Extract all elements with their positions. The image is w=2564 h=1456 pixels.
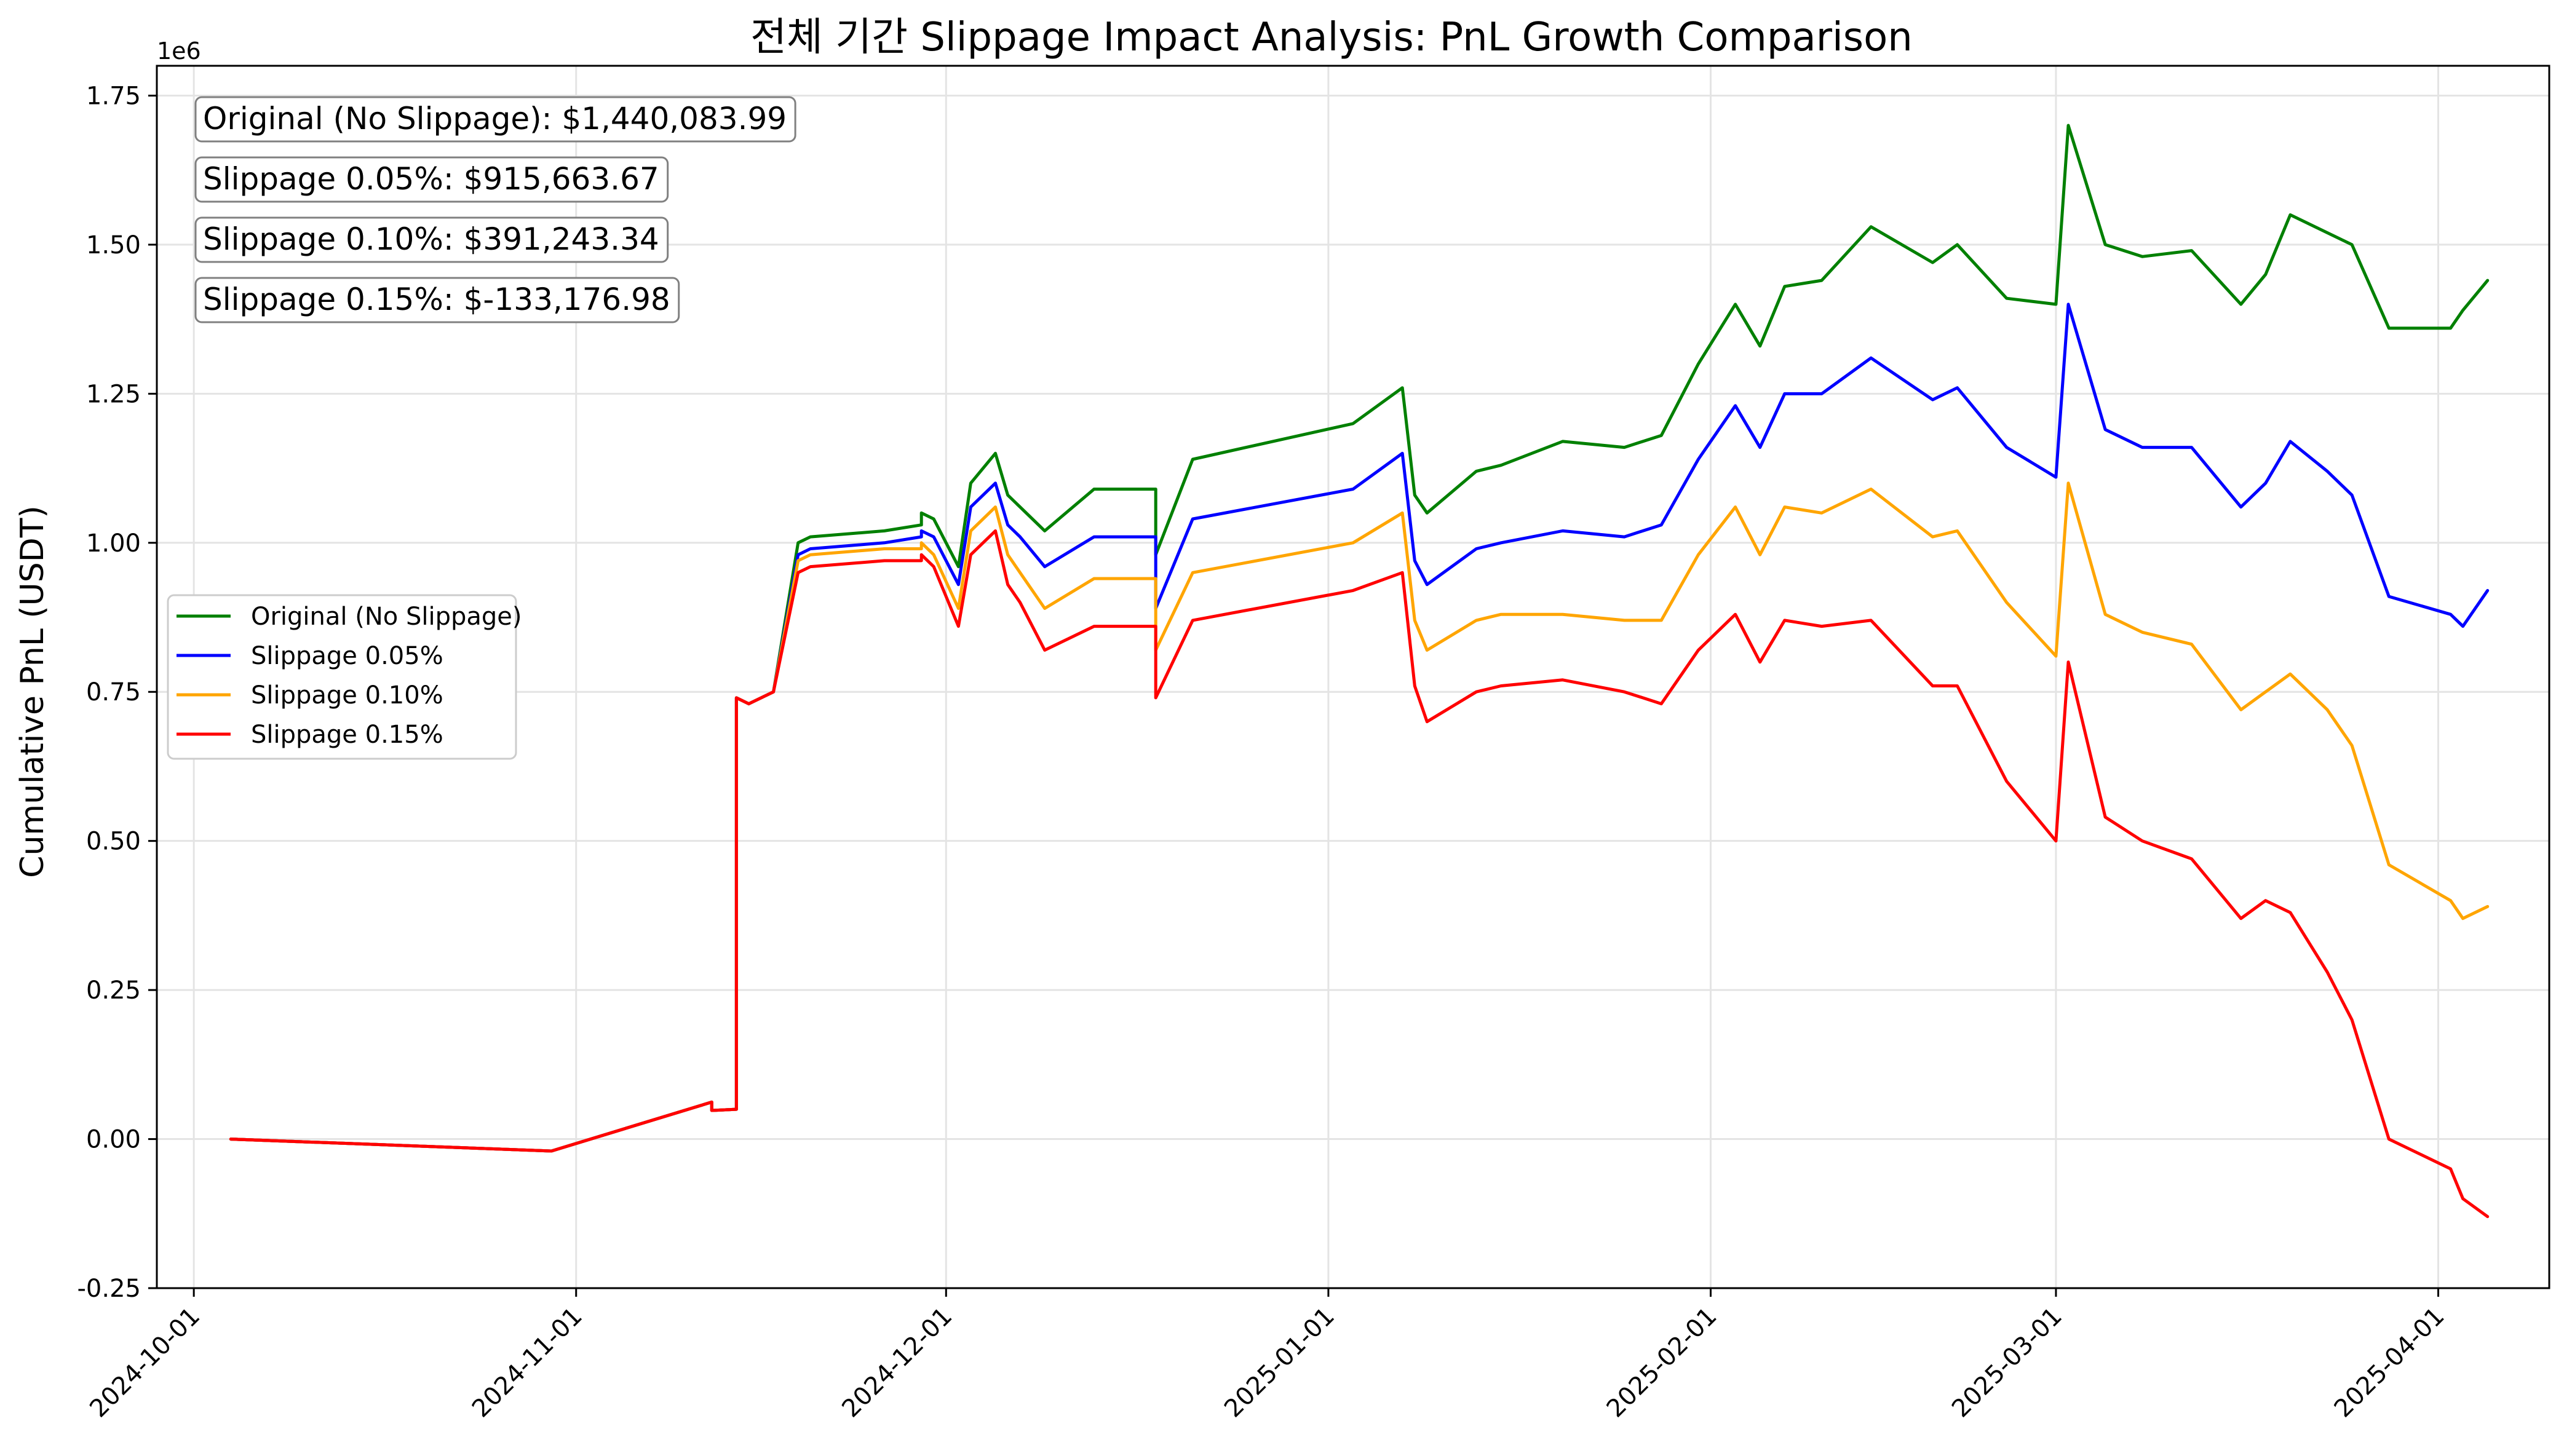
annotation-box: Slippage 0.05%: $915,663.67 <box>194 156 669 203</box>
series-line <box>229 124 2490 1153</box>
y-tick-label: 0.50 <box>86 828 141 856</box>
annotation-box: Slippage 0.15%: $-133,176.98 <box>194 277 680 323</box>
x-tick-label: 2025-03-01 <box>1947 1302 2068 1423</box>
y-tick-label: 0.00 <box>86 1126 141 1154</box>
annotation-text: Slippage 0.10%: $391,243.34 <box>203 221 659 257</box>
series-line <box>229 481 2490 1153</box>
annotation-text: Slippage 0.05%: $915,663.67 <box>203 161 659 197</box>
series-line <box>229 303 2490 1153</box>
annotation-text: Original (No Slippage): $1,440,083.99 <box>203 101 787 136</box>
y-tick-label: 1.50 <box>86 231 141 259</box>
annotation-frame <box>194 216 669 263</box>
y-tick-label: 1.00 <box>86 529 141 558</box>
x-tick-label: 2024-12-01 <box>836 1302 958 1423</box>
x-tick-label: 2025-04-01 <box>2329 1302 2450 1423</box>
y-tick-label: 0.75 <box>86 678 141 706</box>
annotation-frame <box>194 96 796 143</box>
chart-title: 전체 기간 Slippage Impact Analysis: PnL Grow… <box>750 15 1913 60</box>
series-line <box>229 529 2490 1219</box>
legend-label: Slippage 0.05% <box>251 642 443 670</box>
legend-label: Original (No Slippage) <box>251 603 522 631</box>
x-tick-label: 2024-11-01 <box>467 1302 588 1423</box>
y-axis-label: Cumulative PnL (USDT) <box>14 505 51 878</box>
plot-frame <box>156 65 2550 1289</box>
y-axis-offset-label: 1e6 <box>157 38 201 65</box>
annotation-frame <box>194 277 680 323</box>
x-tick-label: 2025-01-01 <box>1219 1302 1340 1423</box>
annotation-box: Slippage 0.10%: $391,243.34 <box>194 216 669 263</box>
x-tick-label: 2025-02-01 <box>1602 1302 1723 1423</box>
annotation-frame <box>194 156 669 203</box>
series-lines <box>229 124 2490 1219</box>
legend-frame <box>167 594 517 760</box>
legend: Original (No Slippage) Slippage 0.05% Slip… <box>167 594 522 760</box>
legend-label: Slippage 0.15% <box>251 721 443 749</box>
final-value-annotations: Original (No Slippage): $1,440,083.99 Sli… <box>194 96 796 323</box>
y-tick-label: 0.25 <box>86 976 141 1005</box>
y-tick-label: 1.25 <box>86 380 141 408</box>
annotation-text: Slippage 0.15%: $-133,176.98 <box>203 282 670 317</box>
y-tick-label: 1.75 <box>86 82 141 110</box>
x-tick-label: 2024-10-01 <box>84 1302 205 1423</box>
y-tick-label: -0.25 <box>77 1275 141 1303</box>
annotation-box: Original (No Slippage): $1,440,083.99 <box>194 96 796 143</box>
legend-label: Slippage 0.10% <box>251 681 443 710</box>
